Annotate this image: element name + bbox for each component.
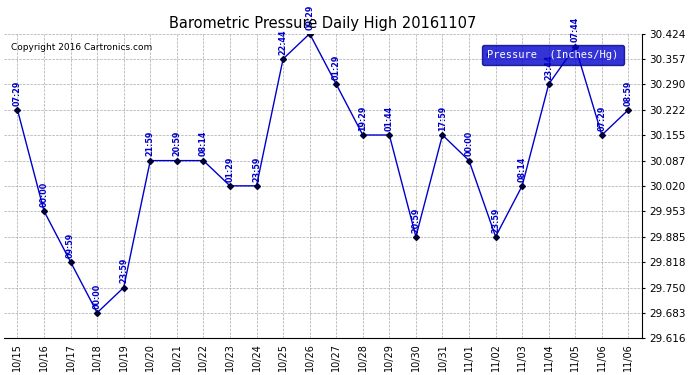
Text: 09:59: 09:59 bbox=[66, 232, 75, 258]
Legend: Pressure  (Inches/Hg): Pressure (Inches/Hg) bbox=[482, 45, 624, 65]
Text: 23:59: 23:59 bbox=[491, 207, 500, 232]
Text: 00:00: 00:00 bbox=[39, 182, 48, 207]
Text: 01:44: 01:44 bbox=[385, 106, 394, 131]
Text: 00:00: 00:00 bbox=[92, 284, 101, 309]
Text: 00:00: 00:00 bbox=[464, 131, 473, 156]
Text: 01:29: 01:29 bbox=[226, 156, 235, 182]
Text: 20:59: 20:59 bbox=[411, 207, 420, 232]
Text: 07:44: 07:44 bbox=[571, 17, 580, 42]
Text: 07:29: 07:29 bbox=[598, 105, 607, 131]
Text: 01:29: 01:29 bbox=[332, 55, 341, 80]
Text: 08:14: 08:14 bbox=[518, 156, 526, 182]
Text: 19:29: 19:29 bbox=[358, 105, 367, 131]
Text: 08:59: 08:59 bbox=[624, 80, 633, 106]
Text: 22:44: 22:44 bbox=[279, 29, 288, 55]
Text: 21:59: 21:59 bbox=[146, 131, 155, 156]
Title: Barometric Pressure Daily High 20161107: Barometric Pressure Daily High 20161107 bbox=[169, 16, 477, 31]
Text: 08:14: 08:14 bbox=[199, 131, 208, 156]
Text: 09:29: 09:29 bbox=[305, 4, 314, 30]
Text: 20:59: 20:59 bbox=[172, 131, 181, 156]
Text: 23:59: 23:59 bbox=[252, 156, 261, 182]
Text: 17:59: 17:59 bbox=[438, 106, 447, 131]
Text: 23:44: 23:44 bbox=[544, 55, 553, 80]
Text: 23:59: 23:59 bbox=[119, 258, 128, 284]
Text: Copyright 2016 Cartronics.com: Copyright 2016 Cartronics.com bbox=[10, 43, 152, 52]
Text: 07:29: 07:29 bbox=[13, 80, 22, 106]
